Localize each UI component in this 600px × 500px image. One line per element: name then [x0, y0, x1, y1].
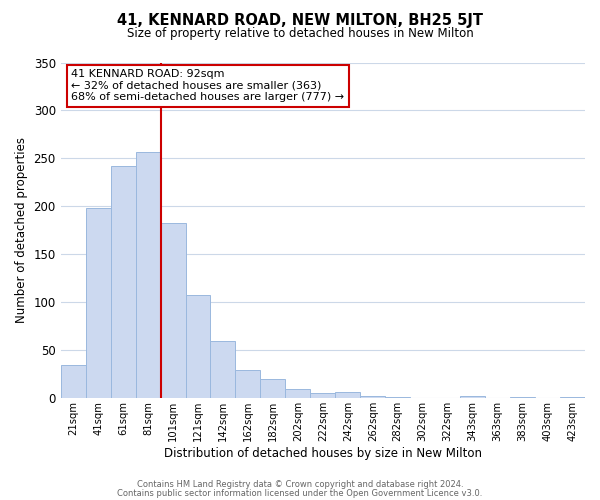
- Y-axis label: Number of detached properties: Number of detached properties: [15, 138, 28, 324]
- Bar: [310, 392, 335, 398]
- Bar: [360, 396, 385, 398]
- Text: Size of property relative to detached houses in New Milton: Size of property relative to detached ho…: [127, 28, 473, 40]
- Bar: [335, 392, 360, 398]
- Bar: [286, 388, 310, 398]
- Bar: [161, 222, 185, 398]
- Bar: [260, 379, 286, 398]
- Bar: [61, 364, 86, 398]
- Bar: [86, 208, 110, 398]
- Bar: [235, 370, 260, 398]
- Bar: [211, 340, 235, 398]
- Bar: [136, 152, 161, 398]
- Bar: [110, 166, 136, 398]
- X-axis label: Distribution of detached houses by size in New Milton: Distribution of detached houses by size …: [164, 447, 482, 460]
- Text: 41, KENNARD ROAD, NEW MILTON, BH25 5JT: 41, KENNARD ROAD, NEW MILTON, BH25 5JT: [117, 12, 483, 28]
- Text: Contains HM Land Registry data © Crown copyright and database right 2024.: Contains HM Land Registry data © Crown c…: [137, 480, 463, 489]
- Bar: [460, 396, 485, 398]
- Bar: [185, 294, 211, 399]
- Text: 41 KENNARD ROAD: 92sqm
← 32% of detached houses are smaller (363)
68% of semi-de: 41 KENNARD ROAD: 92sqm ← 32% of detached…: [71, 69, 344, 102]
- Text: Contains public sector information licensed under the Open Government Licence v3: Contains public sector information licen…: [118, 488, 482, 498]
